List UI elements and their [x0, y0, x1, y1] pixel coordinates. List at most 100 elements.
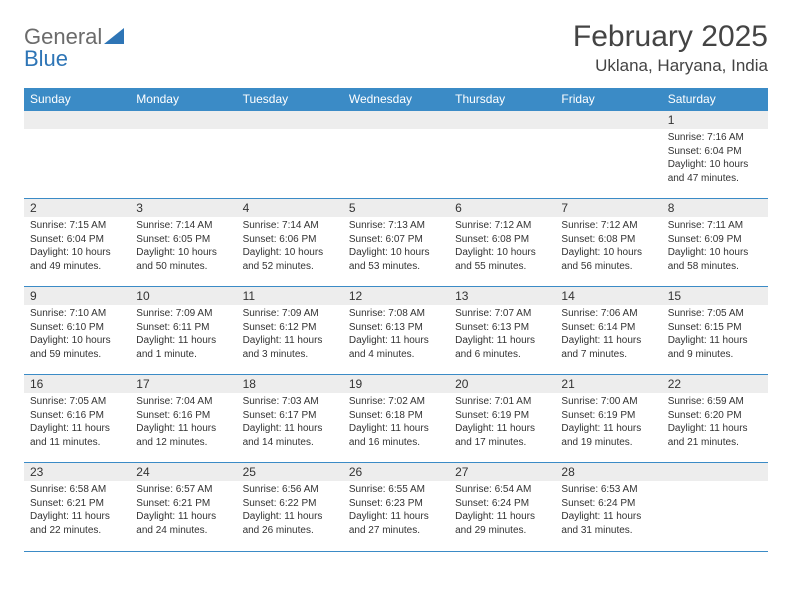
- sunrise-line: Sunrise: 7:09 AM: [136, 308, 212, 319]
- day-cell: [130, 111, 236, 199]
- sunset-line: Sunset: 6:10 PM: [30, 322, 104, 333]
- day-info: Sunrise: 7:10 AMSunset: 6:10 PMDaylight:…: [24, 305, 130, 363]
- daylight-line: Daylight: 10 hours and 49 minutes.: [30, 247, 111, 272]
- sunset-line: Sunset: 6:24 PM: [561, 498, 635, 509]
- day-cell: 21Sunrise: 7:00 AMSunset: 6:19 PMDayligh…: [555, 375, 661, 463]
- daylight-line: Daylight: 10 hours and 56 minutes.: [561, 247, 642, 272]
- sunrise-line: Sunrise: 7:07 AM: [455, 308, 531, 319]
- sunset-line: Sunset: 6:09 PM: [668, 234, 742, 245]
- day-cell: 24Sunrise: 6:57 AMSunset: 6:21 PMDayligh…: [130, 463, 236, 551]
- day-number: 28: [555, 463, 661, 481]
- day-info: Sunrise: 7:12 AMSunset: 6:08 PMDaylight:…: [449, 217, 555, 275]
- day-cell: 16Sunrise: 7:05 AMSunset: 6:16 PMDayligh…: [24, 375, 130, 463]
- brand-text-2-wrap: Blue: [24, 46, 68, 72]
- sunset-line: Sunset: 6:24 PM: [455, 498, 529, 509]
- day-cell: 25Sunrise: 6:56 AMSunset: 6:22 PMDayligh…: [237, 463, 343, 551]
- day-number: 22: [662, 375, 768, 393]
- sunrise-line: Sunrise: 7:00 AM: [561, 396, 637, 407]
- day-number: 4: [237, 199, 343, 217]
- day-cell: 8Sunrise: 7:11 AMSunset: 6:09 PMDaylight…: [662, 199, 768, 287]
- day-cell: [449, 111, 555, 199]
- day-number-empty: [449, 111, 555, 129]
- sunrise-line: Sunrise: 7:09 AM: [243, 308, 319, 319]
- sunrise-line: Sunrise: 7:06 AM: [561, 308, 637, 319]
- day-header-row: SundayMondayTuesdayWednesdayThursdayFrid…: [24, 88, 768, 111]
- sunset-line: Sunset: 6:15 PM: [668, 322, 742, 333]
- day-info: Sunrise: 6:56 AMSunset: 6:22 PMDaylight:…: [237, 481, 343, 539]
- daylight-line: Daylight: 11 hours and 3 minutes.: [243, 335, 323, 360]
- day-number: 9: [24, 287, 130, 305]
- day-cell: 14Sunrise: 7:06 AMSunset: 6:14 PMDayligh…: [555, 287, 661, 375]
- calendar-bottom-border: [24, 551, 768, 552]
- day-cell: 10Sunrise: 7:09 AMSunset: 6:11 PMDayligh…: [130, 287, 236, 375]
- day-info: Sunrise: 7:16 AMSunset: 6:04 PMDaylight:…: [662, 129, 768, 187]
- sunset-line: Sunset: 6:17 PM: [243, 410, 317, 421]
- daylight-line: Daylight: 11 hours and 19 minutes.: [561, 423, 641, 448]
- day-number: 13: [449, 287, 555, 305]
- day-number: 8: [662, 199, 768, 217]
- daylight-line: Daylight: 10 hours and 50 minutes.: [136, 247, 217, 272]
- day-info: Sunrise: 6:55 AMSunset: 6:23 PMDaylight:…: [343, 481, 449, 539]
- day-header-sunday: Sunday: [24, 88, 130, 111]
- sunrise-line: Sunrise: 7:15 AM: [30, 220, 106, 231]
- sunrise-line: Sunrise: 7:10 AM: [30, 308, 106, 319]
- day-cell: 12Sunrise: 7:08 AMSunset: 6:13 PMDayligh…: [343, 287, 449, 375]
- day-cell: 17Sunrise: 7:04 AMSunset: 6:16 PMDayligh…: [130, 375, 236, 463]
- daylight-line: Daylight: 11 hours and 16 minutes.: [349, 423, 429, 448]
- day-cell: 20Sunrise: 7:01 AMSunset: 6:19 PMDayligh…: [449, 375, 555, 463]
- sunrise-line: Sunrise: 6:53 AM: [561, 484, 637, 495]
- sunrise-line: Sunrise: 6:59 AM: [668, 396, 744, 407]
- sunrise-line: Sunrise: 7:13 AM: [349, 220, 425, 231]
- day-number: 16: [24, 375, 130, 393]
- sunset-line: Sunset: 6:23 PM: [349, 498, 423, 509]
- sunrise-line: Sunrise: 7:12 AM: [561, 220, 637, 231]
- day-number: 17: [130, 375, 236, 393]
- daylight-line: Daylight: 11 hours and 31 minutes.: [561, 511, 641, 536]
- day-cell: 6Sunrise: 7:12 AMSunset: 6:08 PMDaylight…: [449, 199, 555, 287]
- day-number: 18: [237, 375, 343, 393]
- daylight-line: Daylight: 11 hours and 27 minutes.: [349, 511, 429, 536]
- page-header: General February 2025 Uklana, Haryana, I…: [24, 20, 768, 76]
- day-cell: 2Sunrise: 7:15 AMSunset: 6:04 PMDaylight…: [24, 199, 130, 287]
- daylight-line: Daylight: 11 hours and 4 minutes.: [349, 335, 429, 360]
- sunset-line: Sunset: 6:08 PM: [455, 234, 529, 245]
- day-number: 14: [555, 287, 661, 305]
- daylight-line: Daylight: 10 hours and 52 minutes.: [243, 247, 324, 272]
- day-info: Sunrise: 7:05 AMSunset: 6:15 PMDaylight:…: [662, 305, 768, 363]
- sunrise-line: Sunrise: 7:16 AM: [668, 132, 744, 143]
- day-cell: 27Sunrise: 6:54 AMSunset: 6:24 PMDayligh…: [449, 463, 555, 551]
- day-number-empty: [24, 111, 130, 129]
- day-info: Sunrise: 7:07 AMSunset: 6:13 PMDaylight:…: [449, 305, 555, 363]
- day-header-wednesday: Wednesday: [343, 88, 449, 111]
- day-info: Sunrise: 7:02 AMSunset: 6:18 PMDaylight:…: [343, 393, 449, 451]
- sunrise-line: Sunrise: 7:03 AM: [243, 396, 319, 407]
- day-header-monday: Monday: [130, 88, 236, 111]
- sunset-line: Sunset: 6:19 PM: [455, 410, 529, 421]
- day-info: Sunrise: 7:11 AMSunset: 6:09 PMDaylight:…: [662, 217, 768, 275]
- day-cell: 1Sunrise: 7:16 AMSunset: 6:04 PMDaylight…: [662, 111, 768, 199]
- day-number: 7: [555, 199, 661, 217]
- title-block: February 2025 Uklana, Haryana, India: [573, 20, 768, 76]
- day-number-empty: [555, 111, 661, 129]
- day-info: Sunrise: 7:14 AMSunset: 6:06 PMDaylight:…: [237, 217, 343, 275]
- sunset-line: Sunset: 6:13 PM: [455, 322, 529, 333]
- day-number: 3: [130, 199, 236, 217]
- day-number: 26: [343, 463, 449, 481]
- daylight-line: Daylight: 11 hours and 1 minute.: [136, 335, 216, 360]
- sunrise-line: Sunrise: 7:02 AM: [349, 396, 425, 407]
- daylight-line: Daylight: 11 hours and 17 minutes.: [455, 423, 535, 448]
- day-number: 6: [449, 199, 555, 217]
- week-row: 23Sunrise: 6:58 AMSunset: 6:21 PMDayligh…: [24, 463, 768, 551]
- day-info: Sunrise: 7:01 AMSunset: 6:19 PMDaylight:…: [449, 393, 555, 451]
- brand-triangle-icon: [104, 28, 126, 46]
- daylight-line: Daylight: 10 hours and 55 minutes.: [455, 247, 536, 272]
- sunset-line: Sunset: 6:21 PM: [30, 498, 104, 509]
- day-cell: 4Sunrise: 7:14 AMSunset: 6:06 PMDaylight…: [237, 199, 343, 287]
- daylight-line: Daylight: 11 hours and 24 minutes.: [136, 511, 216, 536]
- sunset-line: Sunset: 6:21 PM: [136, 498, 210, 509]
- sunrise-line: Sunrise: 6:56 AM: [243, 484, 319, 495]
- day-number: 24: [130, 463, 236, 481]
- daylight-line: Daylight: 11 hours and 9 minutes.: [668, 335, 748, 360]
- daylight-line: Daylight: 11 hours and 14 minutes.: [243, 423, 323, 448]
- day-number: 27: [449, 463, 555, 481]
